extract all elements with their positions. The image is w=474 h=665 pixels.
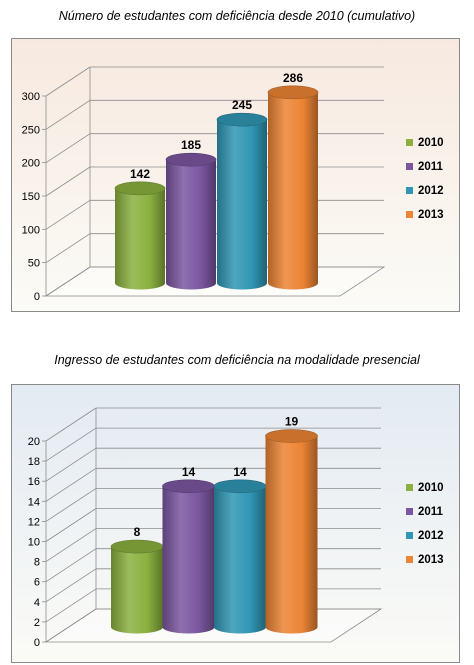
data-label: 14 bbox=[182, 465, 196, 479]
legend-item-2012: 2012 bbox=[418, 185, 444, 197]
legend-swatch bbox=[406, 508, 413, 515]
bar-2011 bbox=[162, 479, 215, 634]
y-tick-label: 50 bbox=[28, 258, 40, 270]
y-tick-label: 10 bbox=[28, 537, 40, 549]
legend-swatch bbox=[406, 484, 413, 491]
bar-2013 bbox=[267, 85, 319, 290]
data-label: 19 bbox=[285, 415, 299, 429]
data-label: 8 bbox=[134, 525, 141, 539]
chart-2: 0 2 4 6 8 10 12 14 16 18 20 8 14 14 19 2010 2011 2012 2013 bbox=[11, 384, 460, 663]
y-tick-label: 2 bbox=[34, 617, 40, 629]
legend-swatch bbox=[406, 532, 413, 539]
data-label: 245 bbox=[232, 98, 252, 112]
bar-2012 bbox=[213, 479, 267, 634]
y-tick-label: 300 bbox=[22, 91, 40, 103]
data-label: 14 bbox=[233, 465, 247, 479]
legend-item-2011: 2011 bbox=[418, 506, 444, 518]
y-tick-label: 4 bbox=[34, 597, 40, 609]
bar-2012 bbox=[216, 112, 268, 290]
legend-swatch bbox=[406, 556, 413, 563]
y-tick-label: 0 bbox=[34, 637, 40, 649]
legend-item-2012: 2012 bbox=[418, 530, 444, 542]
data-label: 185 bbox=[181, 138, 201, 152]
y-tick-label: 8 bbox=[34, 557, 40, 569]
y-tick-label: 150 bbox=[22, 191, 40, 203]
y-tick-label: 0 bbox=[34, 291, 40, 303]
y-tick-label: 6 bbox=[34, 577, 40, 589]
y-tick-label: 200 bbox=[22, 158, 40, 170]
legend-item-2013: 2013 bbox=[418, 209, 444, 221]
y-tick-label: 100 bbox=[22, 224, 40, 236]
bar-2010 bbox=[110, 539, 164, 634]
legend-swatch bbox=[406, 211, 413, 218]
chart-1: 0 50 100 150 200 250 300 142 185 245 286 2010 2011 20… bbox=[11, 38, 460, 312]
legend-swatch bbox=[406, 139, 413, 146]
bar-2011 bbox=[165, 152, 217, 290]
legend-swatch bbox=[406, 163, 413, 170]
y-tick-label: 14 bbox=[28, 496, 40, 508]
legend-item-2013: 2013 bbox=[418, 554, 444, 566]
legend-item-2011: 2011 bbox=[418, 161, 444, 173]
y-tick-label: 16 bbox=[28, 476, 40, 488]
data-label: 286 bbox=[283, 71, 303, 85]
legend-swatch bbox=[406, 187, 413, 194]
y-tick-label: 18 bbox=[28, 456, 40, 468]
y-tick-label: 20 bbox=[28, 436, 40, 448]
chart-1-title: Número de estudantes com deficiência des… bbox=[58, 9, 416, 23]
legend-item-2010: 2010 bbox=[418, 482, 444, 494]
data-label: 142 bbox=[130, 167, 150, 181]
legend-item-2010: 2010 bbox=[418, 137, 444, 149]
bar-2010 bbox=[114, 181, 166, 290]
bar-2013 bbox=[265, 429, 318, 634]
y-tick-label: 250 bbox=[22, 124, 40, 136]
y-tick-label: 12 bbox=[28, 516, 40, 528]
chart-2-title: Ingresso de estudantes com deficiência n… bbox=[54, 353, 420, 367]
